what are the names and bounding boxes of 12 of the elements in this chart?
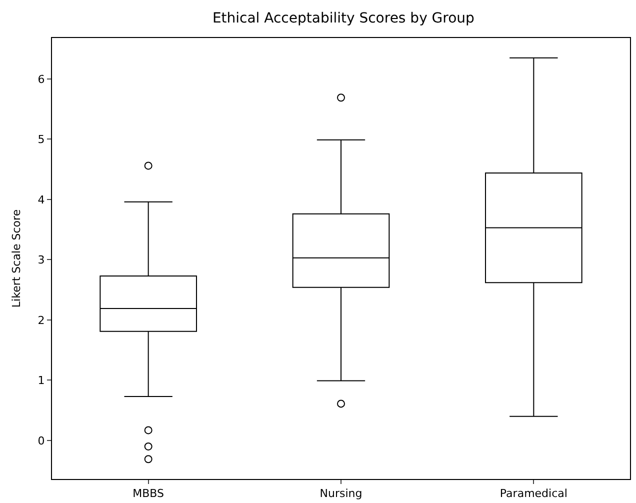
x-tick-label: Paramedical: [500, 487, 568, 500]
x-tick-label: Nursing: [320, 487, 362, 500]
chart-title: Ethical Acceptability Scores by Group: [212, 10, 475, 26]
y-tick-label: 0: [38, 434, 45, 448]
y-tick-label: 6: [38, 72, 45, 86]
y-tick-label: 3: [38, 254, 45, 267]
y-tick-label: 4: [38, 193, 45, 206]
y-tick-label: 2: [38, 314, 45, 327]
x-tick-label: MBBS: [132, 487, 164, 500]
y-tick-label: 5: [38, 133, 45, 146]
y-tick-label: 1: [38, 374, 45, 388]
y-axis-title: Likert Scale Score: [10, 209, 23, 308]
